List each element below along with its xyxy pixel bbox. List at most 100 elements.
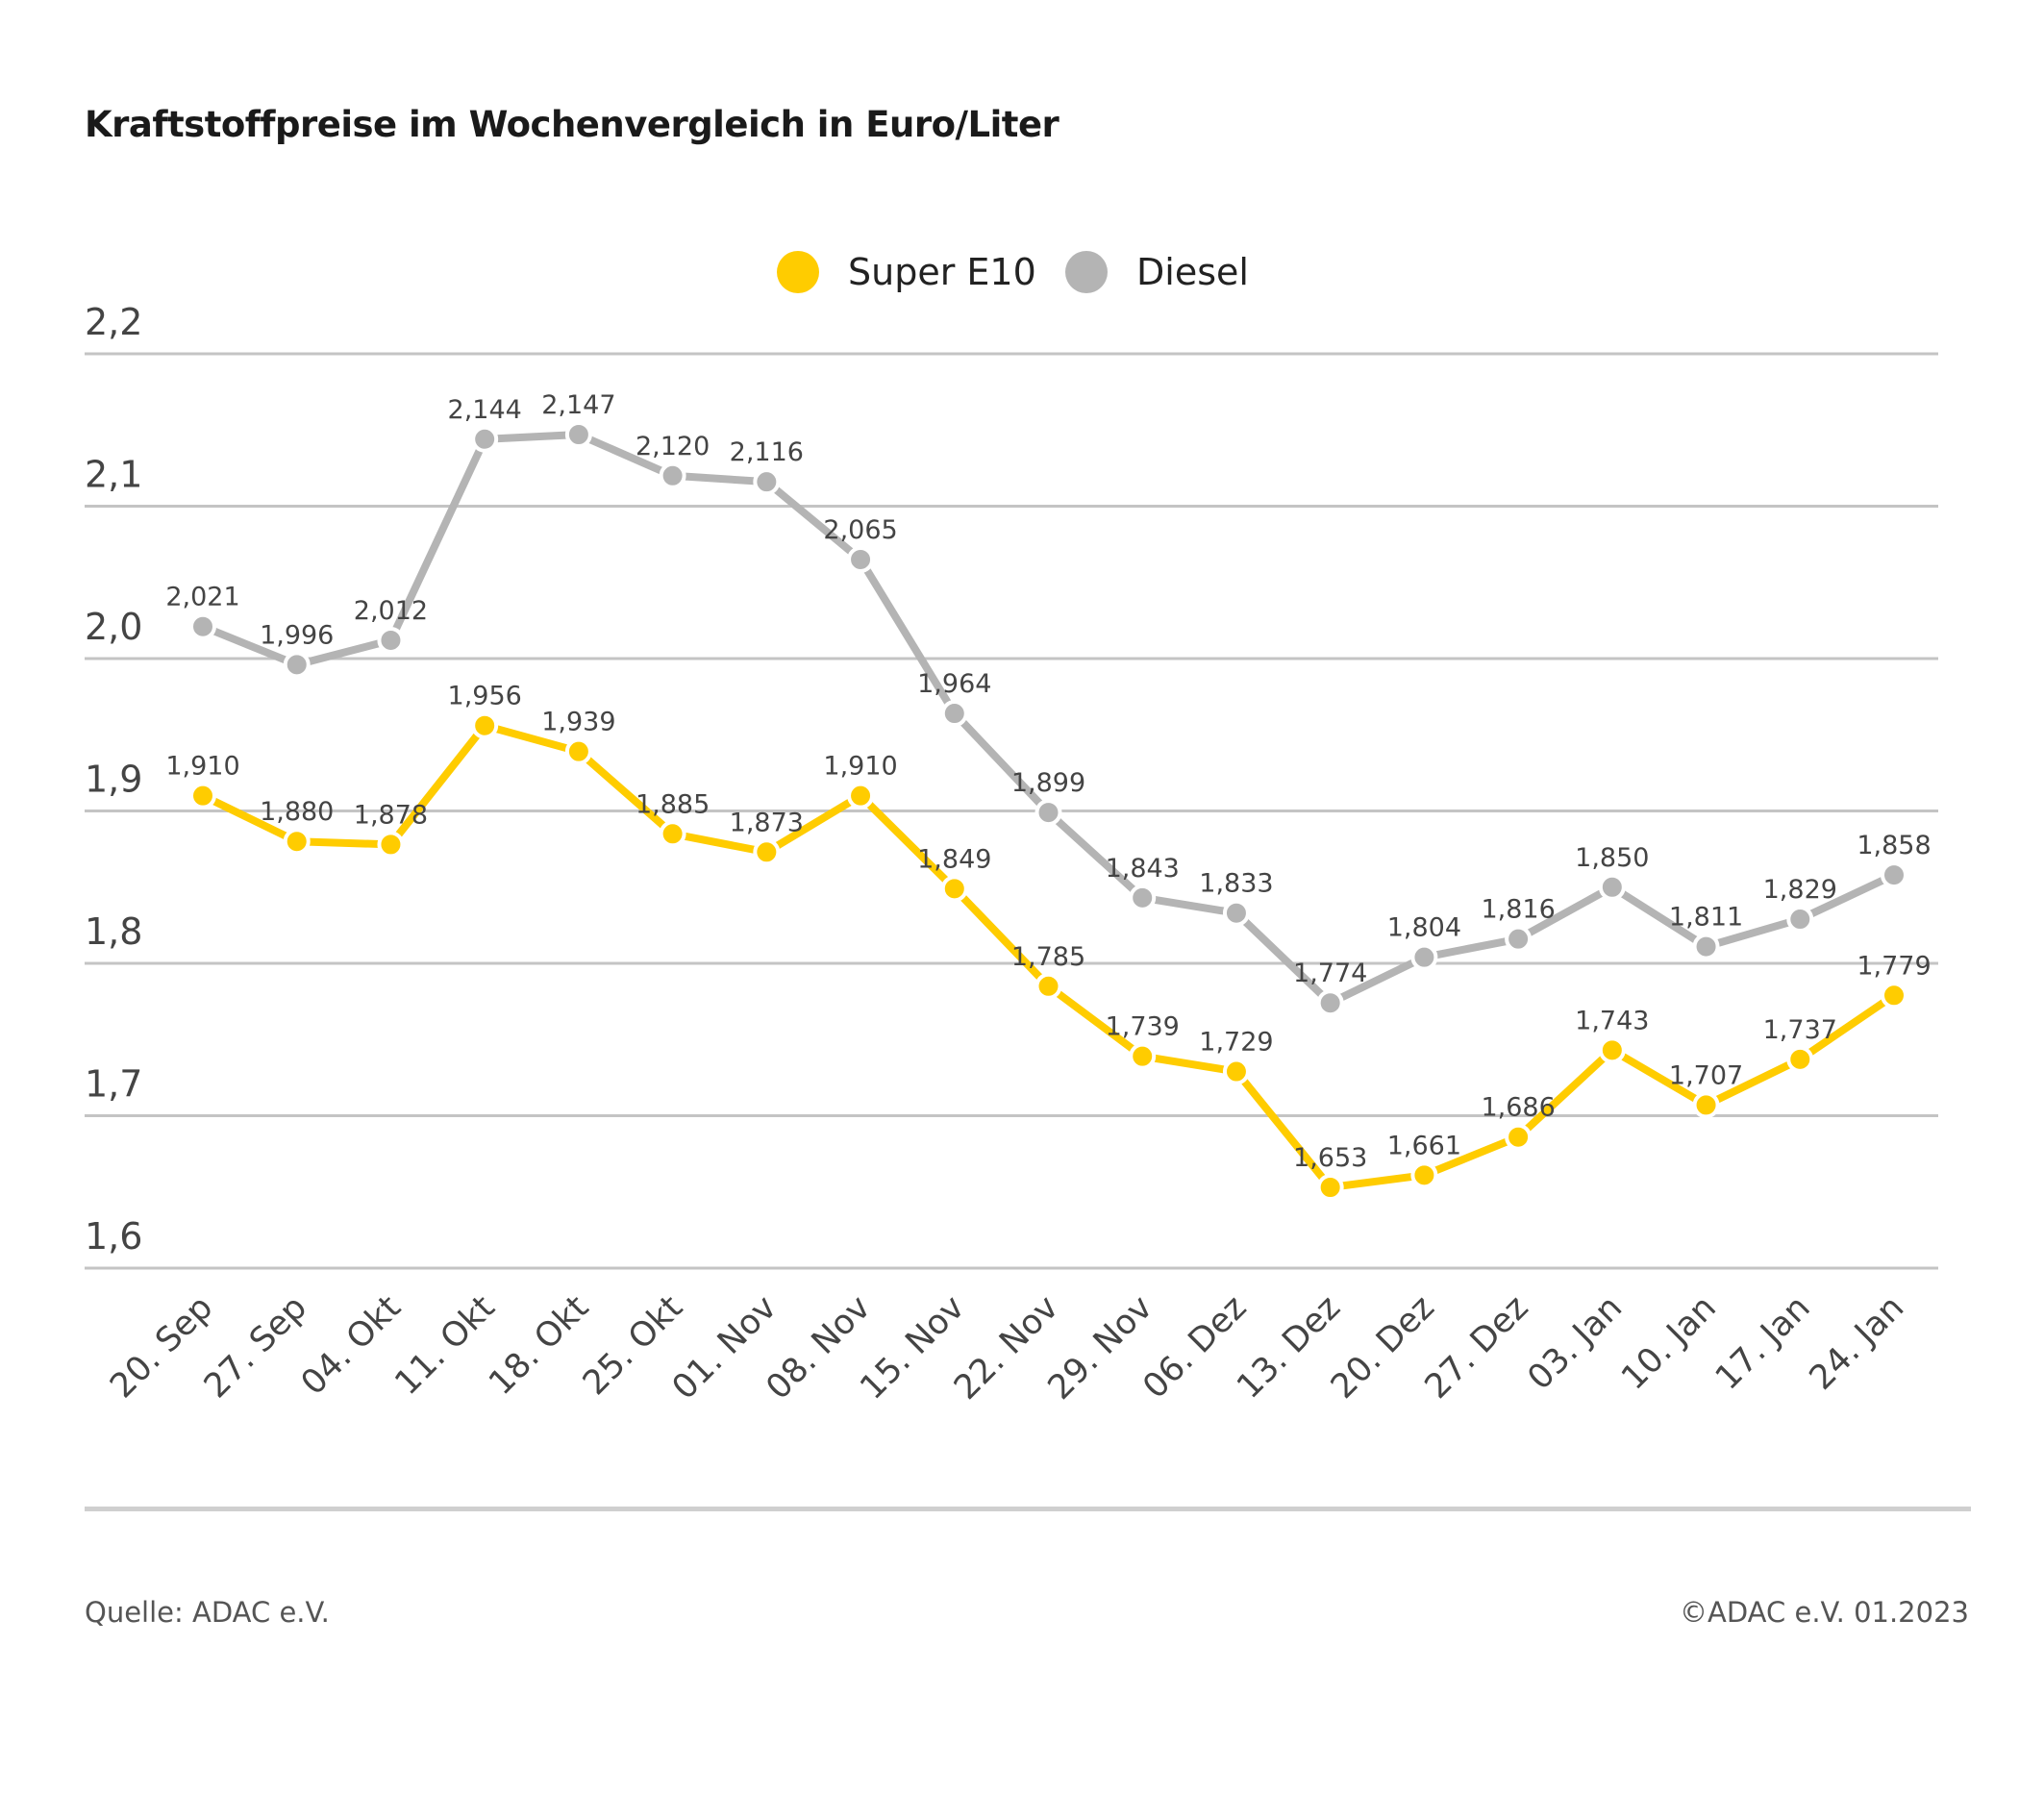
- legend-marker: [777, 251, 819, 293]
- x-tick-label: 20. Sep: [103, 1288, 220, 1406]
- data-label-super-e10: 1,849: [917, 844, 991, 874]
- data-label-super-e10: 1,686: [1481, 1093, 1555, 1123]
- y-tick-label: 2,0: [85, 606, 142, 648]
- data-point-super-e10: [189, 782, 216, 810]
- data-point-diesel: [189, 612, 216, 640]
- data-label-diesel: 1,964: [917, 669, 991, 699]
- data-point-diesel: [1881, 861, 1907, 889]
- data-point-super-e10: [847, 782, 875, 810]
- data-point-diesel: [471, 425, 499, 453]
- x-tick-label: 29. Nov: [1041, 1288, 1160, 1408]
- x-tick-label: 15. Nov: [853, 1288, 972, 1408]
- chart-title: Kraftstoffpreise im Wochenvergleich in E…: [85, 104, 1059, 145]
- x-tick-label: 10. Jan: [1614, 1288, 1724, 1398]
- data-point-super-e10: [377, 831, 405, 859]
- data-label-super-e10: 1,729: [1199, 1028, 1273, 1058]
- data-label-diesel: 2,116: [730, 437, 804, 467]
- legend-marker: [1065, 251, 1108, 293]
- data-point-diesel: [1034, 799, 1062, 827]
- data-point-super-e10: [659, 820, 686, 848]
- y-tick-label: 1,6: [85, 1215, 142, 1258]
- data-point-super-e10: [1598, 1036, 1626, 1064]
- data-point-diesel: [1598, 873, 1626, 901]
- x-tick-label: 13. Dez: [1230, 1288, 1348, 1407]
- x-tick-label: 03. Jan: [1521, 1288, 1631, 1398]
- data-point-diesel: [1786, 906, 1814, 934]
- data-point-super-e10: [1222, 1058, 1250, 1085]
- y-tick-label: 2,2: [85, 301, 142, 343]
- data-label-super-e10: 1,910: [823, 752, 897, 782]
- data-point-diesel: [847, 545, 875, 573]
- data-label-super-e10: 1,880: [260, 797, 334, 827]
- data-point-super-e10: [1505, 1123, 1533, 1151]
- data-point-diesel: [1222, 899, 1250, 927]
- data-label-diesel: 1,850: [1575, 843, 1649, 873]
- x-tick-label: 27. Dez: [1418, 1288, 1536, 1407]
- data-label-diesel: 2,147: [541, 390, 615, 420]
- data-point-super-e10: [753, 838, 781, 866]
- data-point-super-e10: [940, 875, 968, 903]
- data-point-super-e10: [1881, 982, 1907, 1009]
- data-label-diesel: 1,899: [1011, 768, 1085, 798]
- data-point-super-e10: [1692, 1091, 1720, 1119]
- data-point-super-e10: [1410, 1161, 1438, 1189]
- data-label-super-e10: 1,739: [1106, 1012, 1180, 1042]
- data-point-diesel: [1410, 943, 1438, 971]
- data-label-super-e10: 1,956: [448, 682, 522, 711]
- data-point-diesel: [283, 651, 311, 679]
- y-tick-label: 2,1: [85, 454, 142, 496]
- data-point-diesel: [1129, 884, 1157, 911]
- x-tick-label: 01. Nov: [665, 1288, 785, 1408]
- data-label-super-e10: 1,661: [1387, 1131, 1461, 1160]
- data-label-super-e10: 1,743: [1575, 1006, 1649, 1035]
- data-label-super-e10: 1,707: [1669, 1060, 1743, 1090]
- data-point-diesel: [753, 468, 781, 496]
- data-point-super-e10: [1786, 1045, 1814, 1073]
- data-point-super-e10: [1034, 972, 1062, 1000]
- data-point-super-e10: [1316, 1173, 1344, 1201]
- data-point-diesel: [1692, 933, 1720, 960]
- x-tick-label: 17. Jan: [1708, 1288, 1818, 1398]
- x-tick-label: 22. Nov: [947, 1288, 1066, 1408]
- x-tick-label: 20. Dez: [1324, 1288, 1442, 1407]
- x-tick-label: 18. Okt: [482, 1288, 596, 1403]
- bottom-divider: [85, 1507, 1971, 1511]
- x-tick-label: 04. Okt: [294, 1288, 409, 1403]
- data-label-diesel: 1,833: [1199, 869, 1273, 899]
- data-label-super-e10: 1,653: [1293, 1143, 1367, 1173]
- data-label-super-e10: 1,878: [354, 800, 428, 830]
- data-label-diesel: 2,021: [165, 583, 239, 612]
- data-label-diesel: 1,996: [260, 620, 334, 650]
- y-tick-label: 1,7: [85, 1063, 142, 1106]
- data-label-super-e10: 1,885: [636, 789, 710, 819]
- x-tick-label: 08. Nov: [760, 1288, 879, 1408]
- y-tick-label: 1,8: [85, 910, 142, 953]
- data-label-diesel: 1,811: [1669, 903, 1743, 933]
- x-tick-label: 27. Sep: [197, 1288, 314, 1406]
- data-label-super-e10: 1,910: [165, 752, 239, 782]
- data-label-super-e10: 1,939: [541, 708, 615, 737]
- x-tick-label: 06. Dez: [1136, 1288, 1255, 1407]
- x-tick-label: 24. Jan: [1803, 1288, 1912, 1398]
- data-point-diesel: [659, 461, 686, 489]
- data-label-diesel: 1,774: [1293, 959, 1367, 988]
- data-point-super-e10: [564, 737, 592, 765]
- data-label-diesel: 2,065: [823, 515, 897, 545]
- y-tick-label: 1,9: [85, 759, 142, 801]
- data-label-diesel: 1,843: [1106, 854, 1180, 884]
- legend-label-super-e10: Super E10: [848, 251, 1036, 293]
- data-point-super-e10: [1129, 1042, 1157, 1070]
- data-point-diesel: [564, 421, 592, 449]
- data-point-diesel: [1505, 925, 1533, 953]
- series-line-diesel: [201, 431, 1896, 1008]
- data-label-diesel: 2,120: [636, 432, 710, 461]
- data-label-diesel: 2,144: [448, 395, 522, 425]
- data-label-diesel: 1,804: [1387, 913, 1461, 943]
- source-note: Quelle: ADAC e.V.: [85, 1596, 330, 1629]
- data-point-diesel: [1316, 989, 1344, 1017]
- data-label-diesel: 1,829: [1763, 875, 1837, 905]
- x-tick-label: 11. Okt: [388, 1288, 503, 1403]
- data-point-diesel: [377, 626, 405, 654]
- data-point-super-e10: [283, 828, 311, 856]
